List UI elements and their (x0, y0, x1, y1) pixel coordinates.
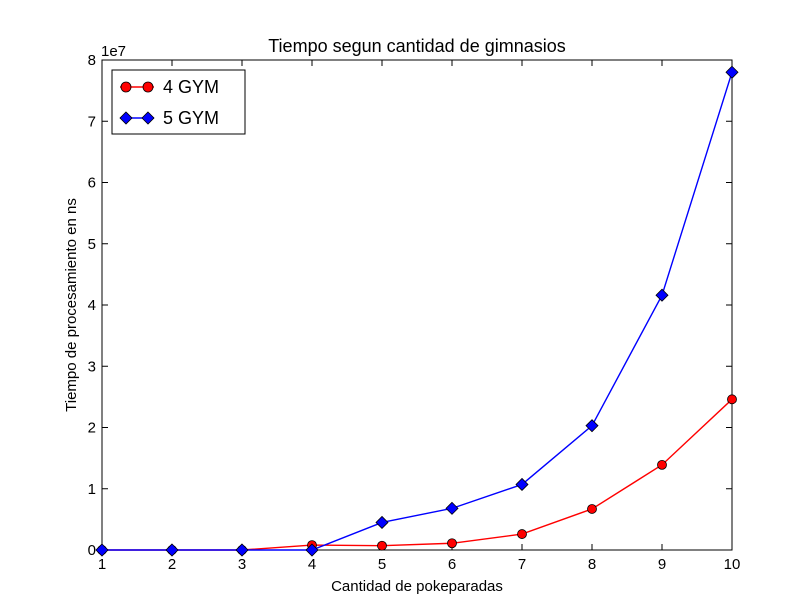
y-tick-label-6: 6 (88, 175, 96, 192)
legend-label-4-gym: 4 GYM (163, 77, 219, 97)
x-tick-label-5: 5 (378, 556, 386, 573)
legend-box (111, 69, 246, 135)
y-tick-label-8: 8 (88, 52, 96, 69)
data-point-4-gym-x-7 (517, 529, 527, 539)
data-point-5-gym-x-10 (725, 65, 739, 79)
x-tick-label-8: 8 (588, 556, 596, 573)
data-point-5-gym-x-2 (165, 543, 179, 557)
y-tick-label-1: 1 (88, 481, 96, 498)
data-point-5-gym-x-8 (585, 419, 599, 433)
data-point-4-gym-x-8 (587, 504, 597, 514)
y-tick-label-3: 3 (88, 358, 96, 375)
data-point-5-gym-x-5 (375, 515, 389, 530)
x-tick-label-10: 10 (724, 556, 741, 573)
x-tick-label-6: 6 (448, 556, 456, 573)
y-axis-offset-label: 1e7 (101, 43, 126, 60)
data-point-5-gym-x-1 (95, 543, 109, 557)
x-axis-label: Cantidad de pokeparadas (331, 578, 503, 595)
x-axis-ticks: 1 2 3 4 5 6 7 8 9 10 (98, 60, 741, 573)
y-tick-label-0: 0 (88, 542, 96, 559)
x-tick-label-4: 4 (308, 556, 316, 573)
legend-marker-4-gym (120, 81, 132, 93)
chart-title: Tiempo segun cantidad de gimnasios (268, 36, 566, 56)
data-point-5-gym-x-6 (445, 501, 459, 515)
y-tick-label-7: 7 (88, 113, 96, 130)
data-point-5-gym-x-7 (515, 477, 529, 492)
x-tick-label-3: 3 (238, 556, 246, 573)
legend-marker-5-gym (141, 111, 155, 125)
series-line-5-gym (102, 72, 733, 551)
data-point-5-gym-x-9 (655, 288, 669, 302)
legend-label-5-gym: 5 GYM (163, 108, 219, 128)
x-tick-label-2: 2 (168, 556, 176, 573)
data-point-5-gym-x-4 (305, 543, 319, 557)
y-tick-label-2: 2 (88, 420, 96, 437)
y-axis-ticks: 0 1 2 3 4 5 6 7 8 (88, 52, 732, 559)
x-tick-label-7: 7 (518, 556, 526, 573)
data-point-4-gym-x-5 (377, 540, 387, 551)
legend: 4 GYM 5 GYM (111, 69, 246, 135)
y-tick-label-5: 5 (88, 236, 96, 253)
legend-marker-4-gym (142, 81, 154, 93)
data-point-4-gym-x-6 (447, 538, 457, 549)
series-layer (95, 65, 739, 557)
data-point-5-gym-x-3 (235, 543, 249, 557)
legend-marker-5-gym (119, 111, 133, 125)
y-tick-label-4: 4 (88, 297, 96, 314)
y-axis-label: Tiempo de procesamiento en ns (63, 198, 80, 412)
x-tick-label-1: 1 (98, 556, 106, 573)
data-point-4-gym-x-9 (657, 459, 667, 470)
x-tick-label-9: 9 (658, 556, 666, 573)
data-point-4-gym-x-10 (727, 394, 737, 405)
